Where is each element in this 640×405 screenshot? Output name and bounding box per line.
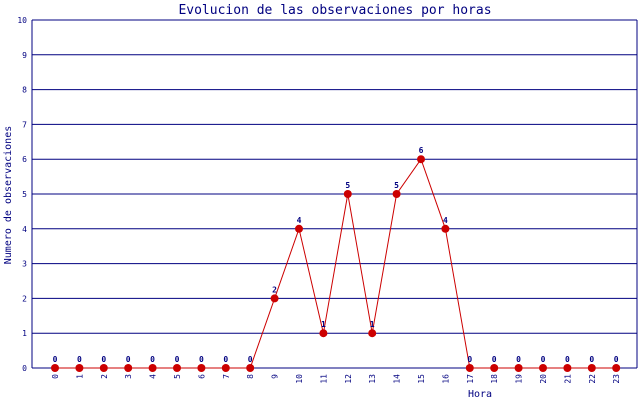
data-point [148, 364, 157, 372]
x-tick-label: 6 [197, 374, 206, 379]
x-tick-label: 2 [100, 374, 109, 379]
data-label: 4 [297, 216, 302, 225]
data-point [295, 224, 303, 233]
x-tick-label: 7 [222, 374, 231, 379]
x-tick-label: 12 [344, 374, 353, 384]
data-label: 0 [589, 355, 594, 364]
data-point [368, 329, 377, 338]
x-tick-label: 10 [295, 374, 304, 384]
x-tick-label: 1 [75, 374, 84, 379]
series-line [55, 158, 617, 369]
x-tick-label: 15 [417, 374, 426, 384]
data-point [539, 364, 547, 372]
data-point [514, 364, 523, 372]
data-point [343, 190, 352, 198]
data-label: 0 [614, 355, 619, 364]
data-label: 0 [199, 355, 204, 364]
data-label: 2 [272, 285, 277, 294]
x-tick-label: 11 [319, 374, 328, 384]
data-label: 0 [126, 355, 131, 364]
data-point [173, 364, 181, 372]
data-point [587, 364, 596, 372]
y-tick-label: 4 [22, 225, 27, 234]
y-axis-label: Numero de observaciones [3, 126, 14, 264]
x-tick-label: 3 [124, 374, 133, 379]
data-label: 0 [150, 355, 155, 364]
x-tick-label: 22 [588, 374, 597, 384]
y-tick-label: 7 [22, 120, 27, 129]
data-point [417, 155, 425, 164]
data-label: 0 [175, 355, 180, 364]
y-tick-label: 2 [22, 294, 27, 303]
data-label: 5 [345, 181, 350, 190]
data-point [99, 364, 108, 372]
y-tick-label: 8 [22, 86, 27, 95]
data-point [124, 364, 133, 372]
x-tick-label: 4 [149, 374, 158, 379]
data-label: 0 [541, 355, 546, 364]
data-label: 1 [370, 320, 375, 329]
y-tick-label: 6 [22, 155, 27, 164]
data-point [75, 364, 84, 372]
x-tick-label: 19 [515, 374, 524, 384]
data-label: 0 [248, 355, 253, 364]
y-tick-label: 10 [17, 16, 27, 25]
x-tick-label: 9 [271, 374, 280, 379]
data-label: 0 [101, 355, 106, 364]
data-point [319, 329, 328, 338]
data-label: 1 [321, 320, 326, 329]
x-tick-label: 14 [393, 374, 402, 384]
x-tick-label: 20 [539, 374, 548, 384]
data-label: 0 [223, 355, 228, 364]
data-label: 0 [565, 355, 570, 364]
data-point [221, 364, 230, 372]
data-label: 0 [53, 355, 58, 364]
y-tick-label: 1 [22, 329, 27, 338]
x-tick-label: 23 [612, 374, 621, 384]
x-tick-label: 5 [173, 374, 182, 379]
data-label: 4 [443, 216, 448, 225]
chart-title: Evolucion de las observaciones por horas [178, 3, 491, 18]
data-point [270, 294, 279, 303]
data-point [612, 364, 621, 372]
data-label: 0 [516, 355, 521, 364]
data-label: 6 [419, 146, 424, 155]
x-tick-label: 16 [441, 374, 450, 384]
x-tick-label: 13 [368, 374, 377, 384]
data-label: 5 [394, 181, 399, 190]
data-point [51, 364, 59, 372]
data-point [465, 364, 474, 372]
data-point [246, 364, 255, 372]
x-axis-label: Hora [468, 389, 492, 400]
data-point [392, 190, 401, 198]
x-tick-label: 8 [246, 374, 255, 379]
y-tick-label: 9 [22, 51, 27, 60]
x-tick-label: 18 [490, 374, 499, 384]
data-point [441, 224, 450, 233]
x-tick-label: 17 [466, 374, 475, 384]
data-point [197, 364, 206, 372]
y-tick-label: 0 [22, 364, 27, 373]
data-label: 0 [492, 355, 497, 364]
y-tick-label: 3 [22, 260, 27, 269]
data-label: 0 [77, 355, 82, 364]
data-point [490, 364, 499, 372]
x-tick-label: 21 [563, 374, 572, 384]
y-tick-label: 5 [22, 190, 27, 199]
x-tick-label: 0 [51, 374, 60, 379]
data-label: 0 [467, 355, 472, 364]
data-point [563, 364, 572, 372]
